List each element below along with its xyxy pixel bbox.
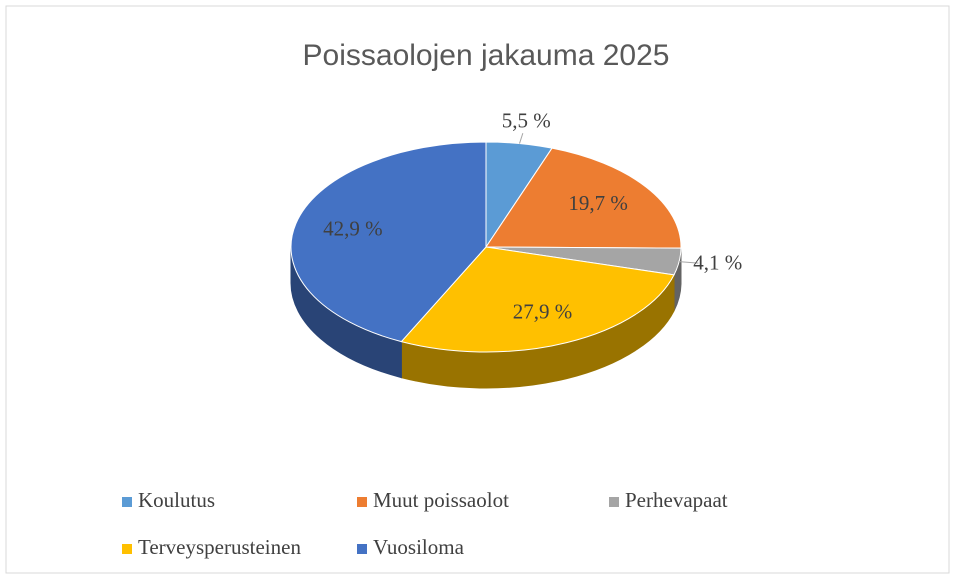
slice — [290, 141, 487, 343]
legend-swatch — [122, 497, 132, 507]
legend-swatch — [357, 544, 367, 554]
legend-label: Perhevapaat — [625, 488, 728, 512]
legend-label: Koulutus — [138, 488, 215, 512]
leader-line — [519, 133, 524, 144]
data-label: 27,9 % — [513, 300, 573, 324]
legend-label: Vuosiloma — [373, 535, 465, 559]
slice — [400, 246, 675, 353]
legend-label: Terveysperusteinen — [138, 535, 301, 559]
leader-line — [679, 261, 699, 264]
legend-swatch — [609, 497, 619, 507]
data-label: 5,5 % — [502, 109, 551, 133]
legend-swatch — [357, 497, 367, 507]
data-label: 4,1 % — [693, 250, 742, 274]
legend-label: Muut poissaolot — [373, 488, 509, 512]
data-label: 19,7 % — [568, 191, 628, 215]
chart-title: Poissaolojen jakauma 2025 — [303, 39, 670, 72]
data-label: 42,9 % — [323, 216, 383, 240]
slice — [485, 147, 682, 249]
legend-swatch — [122, 544, 132, 554]
